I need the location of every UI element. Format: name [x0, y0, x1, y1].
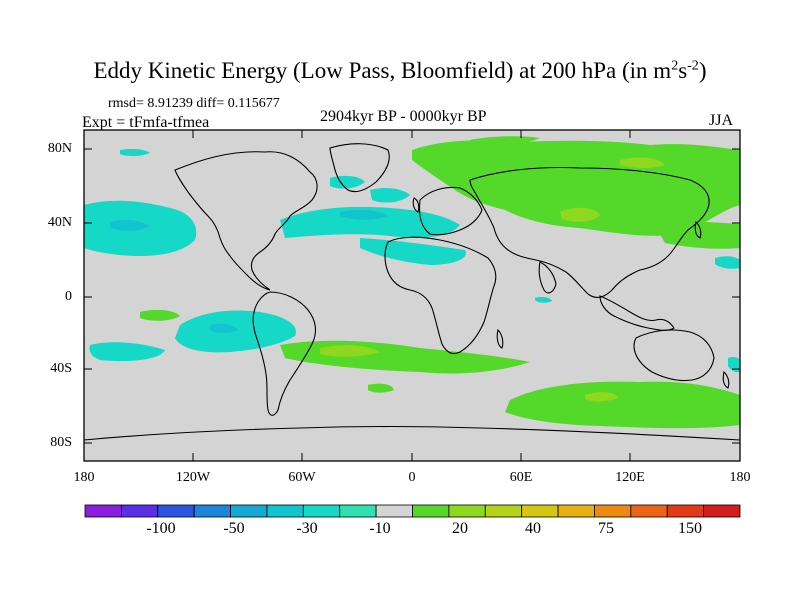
- coast-australia: [633, 329, 715, 382]
- colorbar-label-minus10: -10: [369, 520, 391, 537]
- colorbar-swatch: [630, 504, 668, 518]
- negative-anomaly-south-pacific: [175, 310, 296, 353]
- lon-label-180-west: 180: [73, 470, 95, 485]
- colorbar-swatch: [193, 504, 231, 518]
- colorbar-swatch: [557, 504, 595, 518]
- colorbar-swatch: [448, 504, 486, 518]
- season-label: JJA: [709, 112, 734, 129]
- negative-anomaly-north-atlantic-core: [340, 209, 388, 220]
- negative-anomaly-south-pacific-tail: [89, 342, 165, 362]
- positive-anomaly-siberia-core: [620, 157, 665, 169]
- coast-europe: [418, 186, 483, 236]
- positive-anomaly-south-indian-core: [585, 392, 618, 402]
- lon-label-120e: 120E: [615, 470, 645, 485]
- coast-madagascar: [496, 328, 504, 349]
- positive-anomaly-eurasia-core: [560, 207, 600, 222]
- coast-india: [538, 261, 557, 294]
- negative-anomaly-tasman: [728, 356, 740, 373]
- positive-anomaly-arctic: [470, 136, 540, 145]
- colorbar-label-40: 40: [525, 520, 541, 537]
- positive-anomaly-south-atlantic-core: [320, 345, 380, 357]
- lon-label-120w: 120W: [175, 470, 211, 485]
- plot-title: Eddy Kinetic Energy (Low Pass, Bloomfiel…: [93, 58, 707, 83]
- colorbar-swatch: [594, 504, 632, 518]
- coast-south-america: [252, 291, 317, 416]
- positive-anomaly-equatorial-pacific: [140, 309, 180, 321]
- lat-label-80s: 80S: [50, 435, 72, 450]
- negative-anomaly-arctic-west: [120, 149, 150, 157]
- positive-anomaly-south-pacific-small: [368, 383, 394, 393]
- negative-anomaly-greenland: [370, 187, 410, 203]
- colorbar-swatch: [375, 504, 413, 518]
- colorbar-label-150: 150: [678, 520, 702, 537]
- colorbar-swatch: [157, 504, 195, 518]
- experiment-label: Expt = tFmfa-tfmea: [82, 114, 210, 131]
- lat-label-40n: 40N: [47, 215, 72, 230]
- colorbar-swatch: [703, 504, 741, 518]
- colorbar-label-minus100: -100: [146, 520, 176, 537]
- lon-label-0: 0: [408, 470, 416, 485]
- colorbar-swatch: [84, 504, 122, 518]
- colorbar-label-minus30: -30: [296, 520, 318, 537]
- positive-anomaly-south-indian-pacific: [505, 381, 740, 429]
- coast-southeast-asia: [599, 295, 675, 331]
- colorbar: [84, 504, 741, 518]
- coastlines: [83, 143, 741, 441]
- lon-label-180-east: 180: [729, 470, 751, 485]
- colorbar-swatch: [484, 504, 523, 518]
- axis-ticks: [84, 130, 740, 461]
- negative-anomaly-north-pacific-core: [110, 219, 150, 231]
- colorbar-swatch: [266, 504, 304, 518]
- lat-label-0: 0: [65, 289, 72, 304]
- colorbar-swatch: [412, 504, 450, 518]
- colorbar-swatch: [120, 504, 159, 518]
- colorbar-swatch: [339, 504, 377, 518]
- coast-antarctica: [83, 425, 741, 441]
- negative-anomaly-north-atlantic: [280, 206, 460, 238]
- negative-anomaly-indian-small: [535, 297, 552, 303]
- negative-anomaly-east-pacific: [715, 256, 740, 269]
- period-label: 2904kyr BP - 0000kyr BP: [320, 108, 487, 125]
- lon-label-60w: 60W: [288, 470, 316, 485]
- colorbar-label-75: 75: [598, 520, 614, 537]
- coast-north-america: [174, 151, 318, 291]
- coast-greenland: [329, 143, 390, 193]
- negative-anomaly-south-pacific-core: [210, 323, 238, 333]
- colorbar-swatch: [230, 504, 268, 518]
- lon-label-60e: 60E: [509, 470, 533, 485]
- coast-uk: [412, 197, 420, 213]
- coast-japan: [694, 220, 702, 239]
- colorbar-label-20: 20: [452, 520, 468, 537]
- coast-asia: [469, 166, 710, 299]
- colorbar-label-minus50: -50: [223, 520, 245, 537]
- stats-label: rmsd= 8.91239 diff= 0.115677: [108, 96, 280, 111]
- colorbar-swatch: [521, 504, 559, 518]
- coast-africa: [384, 236, 497, 355]
- colorbar-swatch: [302, 504, 341, 518]
- coast-new-zealand: [722, 370, 730, 389]
- lat-label-80n: 80N: [47, 141, 72, 156]
- lat-label-40s: 40S: [50, 361, 72, 376]
- colorbar-swatch: [666, 504, 705, 518]
